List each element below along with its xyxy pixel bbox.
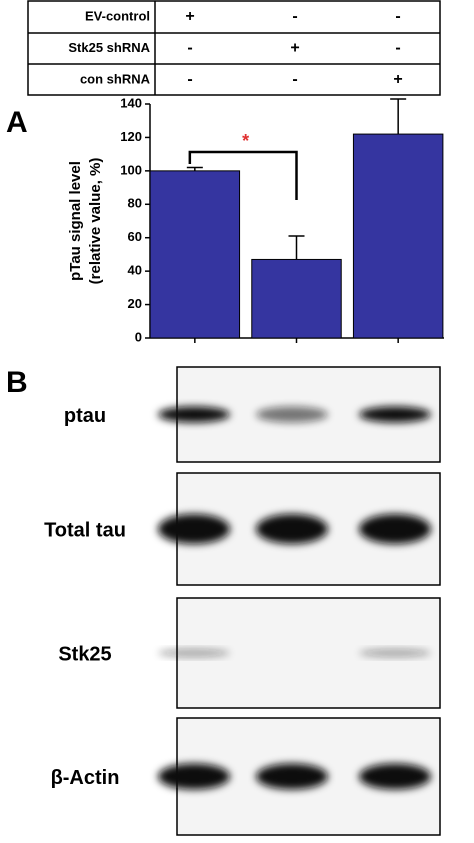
blot-band <box>359 763 431 790</box>
y-axis-label: pTau signal level <box>67 161 84 281</box>
row-label: con shRNA <box>80 71 151 86</box>
cell: - <box>292 71 297 88</box>
bar <box>149 170 241 339</box>
blot-label: Total tau <box>44 519 126 541</box>
cell: - <box>395 8 400 25</box>
blot-label: ptau <box>64 405 106 427</box>
error-bar <box>390 98 407 135</box>
cell: - <box>292 8 297 25</box>
blot-band <box>256 514 328 544</box>
y-axis-label: (relative value, %) <box>87 158 104 285</box>
cell: + <box>393 71 402 88</box>
bar-chart: 0 20 40 60 80 100 120 140 pTau signal level (rela… <box>67 95 444 344</box>
table-border <box>27 0 441 96</box>
bar <box>251 258 342 339</box>
y-tick-label: 120 <box>120 129 142 144</box>
error-bar <box>186 166 203 171</box>
blot-band <box>158 406 230 423</box>
row-label: Stk25 shRNA <box>68 40 150 55</box>
panel-label: A <box>6 106 28 139</box>
cell: + <box>290 40 299 57</box>
blot-band <box>256 763 328 790</box>
condition-table: EV-control + - - Stk25 shRNA - + - con shRNA - - + <box>27 0 441 96</box>
significance-bracket <box>188 150 298 200</box>
row-label: EV-control <box>85 8 150 23</box>
western-blots: ptau Total tau Stk25 β-Actin <box>44 366 441 836</box>
blot-band <box>256 406 328 423</box>
blot-band <box>359 406 431 423</box>
cell: - <box>187 71 192 88</box>
y-tick-label: 60 <box>128 229 142 244</box>
blot-label: β-Actin <box>51 767 120 789</box>
cell: - <box>187 40 192 57</box>
error-bar <box>288 235 305 260</box>
y-tick-label: 40 <box>128 263 142 278</box>
blot-label: Stk25 <box>58 643 111 665</box>
blot-band <box>359 649 431 657</box>
significance-marker: * <box>242 131 249 151</box>
cell: + <box>185 8 194 25</box>
bar <box>352 133 444 339</box>
y-tick-label: 100 <box>120 162 142 177</box>
y-tick-label: 0 <box>135 329 142 344</box>
y-tick-label: 20 <box>128 296 142 311</box>
panel-label: B <box>6 366 28 399</box>
y-tick-label: 140 <box>120 95 142 110</box>
blot-band <box>158 514 230 544</box>
blot-band <box>158 763 230 790</box>
blot-band <box>359 514 431 544</box>
cell: - <box>395 40 400 57</box>
blot-band <box>158 649 230 657</box>
y-tick-label: 80 <box>128 196 142 211</box>
